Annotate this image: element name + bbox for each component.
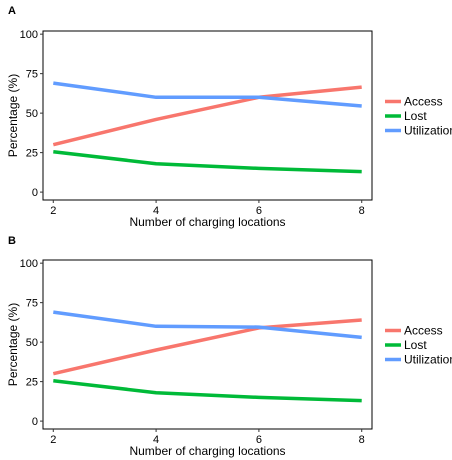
legend-label: Utilization bbox=[404, 353, 452, 367]
x-tick-label: 8 bbox=[359, 434, 365, 446]
series-line-utilization bbox=[53, 310, 362, 340]
x-axis-title: Number of charging locations bbox=[129, 444, 285, 458]
x-tick-label: 2 bbox=[50, 205, 56, 217]
y-tick-label: 50 bbox=[26, 108, 38, 120]
x-tick-label: 6 bbox=[256, 434, 262, 446]
series-line-lost bbox=[53, 150, 362, 174]
y-tick-label: 0 bbox=[32, 416, 38, 428]
y-tick-label: 25 bbox=[26, 377, 38, 389]
legend-label: Utilization bbox=[404, 124, 452, 138]
x-tick-label: 4 bbox=[153, 434, 159, 446]
x-tick-label: 6 bbox=[256, 205, 262, 217]
legend-label: Lost bbox=[404, 109, 427, 123]
legend-label: Lost bbox=[404, 338, 427, 352]
y-tick-label: 100 bbox=[20, 29, 38, 41]
y-tick-label: 50 bbox=[26, 337, 38, 349]
series-line-access bbox=[52, 85, 362, 147]
x-tick-label: 4 bbox=[153, 205, 159, 217]
x-tick-label: 2 bbox=[50, 434, 56, 446]
y-tick-label: 100 bbox=[20, 258, 38, 270]
panel-letter: B bbox=[8, 235, 16, 247]
y-tick-label: 75 bbox=[26, 69, 38, 81]
y-axis-title: Percentage (%) bbox=[6, 303, 20, 386]
panel-a: A 0 25 50 75 100 2 4 6 8 Number of charging locati… bbox=[6, 5, 452, 229]
plot-frame bbox=[42, 259, 373, 430]
x-axis-title: Number of charging locations bbox=[129, 215, 285, 229]
series-line-utilization bbox=[53, 81, 362, 108]
legend-label: Access bbox=[404, 95, 443, 109]
legend-label: Access bbox=[404, 324, 443, 338]
y-tick-label: 0 bbox=[32, 187, 38, 199]
y-axis-title: Percentage (%) bbox=[6, 74, 20, 157]
series-line-lost bbox=[53, 379, 362, 403]
plot-frame bbox=[42, 30, 373, 201]
y-tick-label: 75 bbox=[26, 298, 38, 310]
panel-letter: A bbox=[8, 5, 16, 17]
series-line-access bbox=[52, 318, 362, 376]
panel-b: B 0 25 50 75 100 2 4 6 8 Number of charging locati… bbox=[6, 235, 452, 458]
x-tick-label: 8 bbox=[359, 205, 365, 217]
y-tick-label: 25 bbox=[26, 148, 38, 160]
